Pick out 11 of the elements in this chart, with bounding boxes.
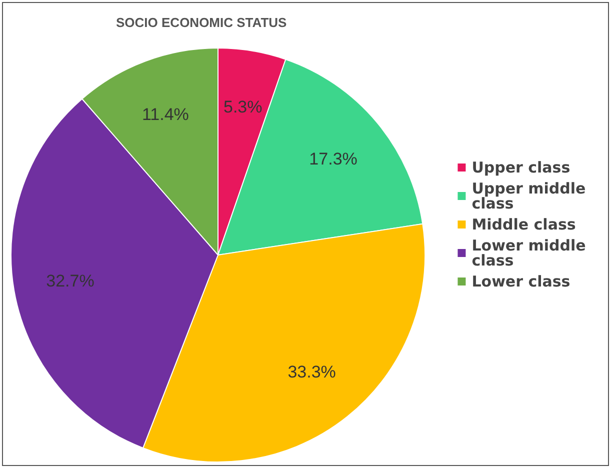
- legend-label: Upper middle class: [472, 180, 591, 212]
- data-label: 32.7%: [46, 271, 94, 290]
- data-label: 17.3%: [309, 150, 358, 169]
- legend-label: Middle class: [472, 216, 576, 234]
- legend-label: Lower class: [472, 272, 570, 290]
- legend-label: Upper class: [472, 158, 570, 176]
- data-label: 5.3%: [223, 98, 262, 117]
- data-label: 33.3%: [288, 362, 336, 382]
- legend-label: Lower middle class: [472, 236, 591, 270]
- data-label: 11.4%: [142, 105, 189, 124]
- chart-title: SOCIO ECONOMIC STATUS: [116, 15, 288, 30]
